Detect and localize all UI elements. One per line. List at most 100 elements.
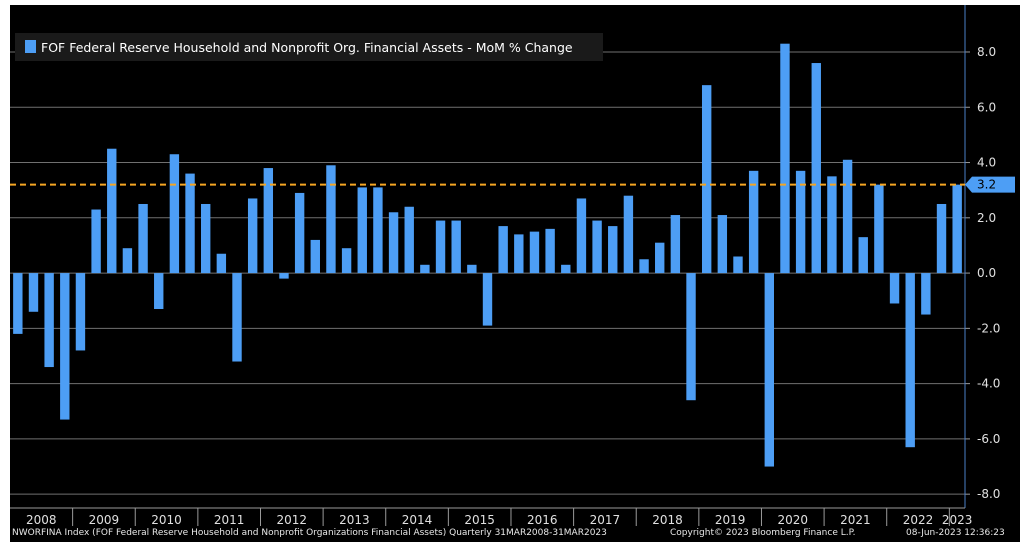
- bar: [936, 203, 947, 274]
- bar: [529, 231, 540, 274]
- bar: [388, 212, 399, 274]
- bar: [670, 215, 681, 274]
- bar: [138, 203, 148, 274]
- bar: [91, 209, 101, 274]
- bar: [44, 273, 54, 368]
- y-tick-label: 2.0: [977, 211, 996, 225]
- reference-value-marker: [965, 176, 1015, 193]
- x-tick-label: 2016: [527, 513, 558, 527]
- x-tick-label: 2008: [26, 513, 57, 527]
- bar: [326, 165, 336, 274]
- y-tick-label: 4.0: [977, 156, 996, 170]
- y-tick-label: -6.0: [977, 432, 1000, 446]
- footer-copyright-text: Copyright© 2023 Bloomberg Finance L.P.: [670, 528, 856, 538]
- x-tick-label: 2012: [277, 513, 308, 527]
- bar: [404, 206, 414, 274]
- x-tick-label: 2013: [339, 513, 370, 527]
- bar: [310, 239, 320, 274]
- bar: [357, 187, 367, 274]
- bar: [122, 248, 133, 274]
- bar: [498, 226, 508, 274]
- footer-index-text: NWORFINA Index (FOF Federal Reserve Hous…: [12, 528, 607, 538]
- bar: [232, 273, 242, 362]
- legend-swatch: [25, 40, 36, 53]
- bar: [216, 253, 227, 274]
- bar: [748, 170, 759, 274]
- x-tick-label: 2020: [778, 513, 809, 527]
- bar: [201, 203, 211, 274]
- bar: [858, 237, 868, 274]
- bar: [921, 273, 931, 315]
- x-tick-label: 2021: [840, 513, 871, 527]
- bar: [294, 192, 305, 274]
- bar: [811, 63, 821, 274]
- x-tick-label: 2014: [402, 513, 433, 527]
- bar: [75, 273, 86, 351]
- x-tick-label: 2011: [214, 513, 245, 527]
- bar: [28, 273, 39, 312]
- bar: [733, 256, 743, 274]
- legend-box: [15, 33, 603, 61]
- y-tick-label: 0.0: [977, 266, 996, 280]
- plot-area: [10, 5, 965, 508]
- bar: [889, 273, 900, 304]
- axis-corner: [965, 508, 1020, 542]
- bar: [874, 184, 884, 274]
- bar: [341, 248, 352, 274]
- bar: [764, 273, 774, 467]
- x-tick-label: 2009: [89, 513, 120, 527]
- bar: [952, 184, 962, 274]
- bar: [185, 173, 195, 274]
- bar: [13, 273, 23, 334]
- bar: [514, 234, 524, 274]
- legend-label: FOF Federal Reserve Household and Nonpro…: [41, 40, 573, 55]
- bar: [107, 148, 117, 274]
- bar: [467, 264, 477, 274]
- x-tick-label: 2018: [652, 513, 683, 527]
- y-tick-label: 8.0: [977, 45, 996, 59]
- bar: [780, 43, 790, 274]
- x-tick-label: 2010: [151, 513, 182, 527]
- y-tick-label: -4.0: [977, 377, 1000, 391]
- y-tick-label: -2.0: [977, 321, 1000, 335]
- bar: [842, 159, 853, 274]
- bar: [435, 220, 446, 274]
- reference-value-label: 3.2: [977, 178, 996, 192]
- bar: [420, 264, 430, 274]
- bar: [827, 176, 837, 274]
- y-tick-label: 6.0: [977, 100, 996, 114]
- x-tick-label: 2017: [590, 513, 621, 527]
- bar: [576, 198, 587, 274]
- bar: [545, 228, 555, 274]
- bar: [247, 198, 258, 274]
- x-tick-label: 2022: [903, 513, 934, 527]
- bar: [717, 215, 728, 274]
- bar: [701, 85, 712, 274]
- bar: [639, 259, 649, 274]
- bar: [608, 226, 618, 274]
- x-axis-area: [10, 508, 965, 542]
- bar: [686, 273, 696, 401]
- bar: [905, 273, 915, 448]
- bar: [373, 187, 383, 274]
- bar: [592, 220, 602, 274]
- bar: [623, 195, 634, 274]
- bar: [60, 273, 70, 420]
- bar: [795, 170, 806, 274]
- bar: [154, 273, 164, 310]
- bar: [263, 168, 274, 274]
- bar: [451, 220, 461, 274]
- x-tick-label: 2023: [942, 513, 973, 527]
- bar: [169, 154, 180, 274]
- footer-timestamp-text: 08-Jun-2023 12:36:23: [906, 528, 1005, 538]
- bar: [655, 242, 665, 274]
- bar: [279, 273, 289, 279]
- bar: [482, 273, 493, 326]
- bar: [561, 264, 571, 274]
- x-tick-label: 2015: [464, 513, 495, 527]
- y-axis-area: [965, 5, 1020, 508]
- y-tick-label: -8.0: [977, 487, 1000, 501]
- x-tick-label: 2019: [715, 513, 746, 527]
